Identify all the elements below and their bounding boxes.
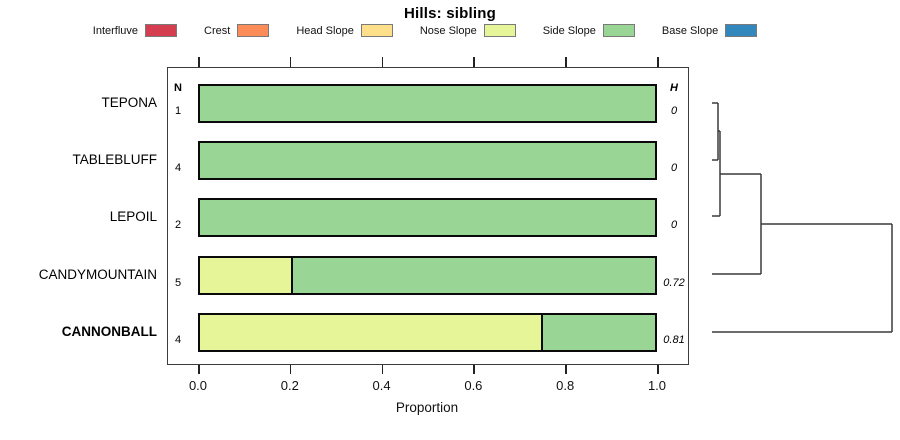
top-axis-tick [289,57,292,67]
bar-segment-nose-slope [200,258,291,293]
legend-item-crest: Crest [204,24,270,37]
h-value: 0 [670,162,678,174]
row-label-candymountain: CANDYMOUNTAIN [38,266,157,282]
bottom-axis-tick [473,365,475,374]
top-axis-tick [381,57,384,67]
plot-area-border [167,67,689,365]
legend-swatch [602,24,635,37]
n-value: 4 [174,334,182,346]
legend-label: Head Slope [296,24,354,37]
legend-label: Base Slope [661,24,719,37]
legend-swatch [725,24,758,37]
legend-item-side-slope: Side Slope [543,24,635,37]
h-value: 0.72 [663,277,685,289]
chart-title: Hills: sibling [404,5,496,22]
bar-segment-side-slope [200,200,655,235]
n-value: 5 [174,277,182,289]
bar-segment-side-slope [200,86,655,121]
legend-item-nose-slope: Nose Slope [420,24,516,37]
top-axis-tick [198,57,200,67]
row-label-lepoil: LEPOIL [109,208,157,224]
row-label-tepona: TEPONA [101,94,157,110]
h-column-header: H [670,82,678,94]
stacked-bar-cannonball [198,313,657,352]
legend-swatch [237,24,270,37]
x-axis-label: Proportion [395,400,459,415]
bar-segment-side-slope [291,258,655,293]
bar-segment-side-slope [200,143,655,178]
x-tick-label: 0.2 [280,378,299,393]
top-axis-tick [473,57,475,67]
h-value: 0 [670,105,678,117]
top-axis-tick [657,57,659,67]
x-tick-label: 1.0 [647,378,667,393]
h-value: 0.81 [663,334,685,346]
bar-segment-side-slope [541,315,655,350]
x-tick-label: 0.0 [188,378,208,393]
legend-swatch [145,24,178,37]
stacked-bar-tablebluff [198,141,657,180]
bottom-axis-tick [381,365,384,374]
legend-label: Nose Slope [419,24,477,37]
legend: Interfluve Crest Head Slope Nose Slope Side … [0,24,850,37]
row-label-cannonball: CANNONBALL [61,323,157,339]
legend-swatch [360,24,393,37]
legend-item-head-slope: Head Slope [296,24,393,37]
x-tick-label: 0.8 [556,378,575,393]
n-value: 1 [174,105,182,117]
bottom-axis-tick [565,365,567,374]
n-value: 2 [174,219,182,231]
row-label-tablebluff: TABLEBLUFF [72,151,157,167]
stacked-bar-tepona [198,84,657,123]
stacked-bar-candymountain [198,256,657,295]
top-axis-tick [565,57,567,67]
bottom-axis-tick [198,365,200,374]
legend-item-interfluve: Interfluve [92,24,178,37]
stacked-bar-lepoil [198,198,657,237]
n-column-header: N [174,82,182,94]
n-value: 4 [174,162,182,174]
bottom-axis-tick [657,365,659,374]
legend-label: Side Slope [542,24,596,37]
x-tick-label: 0.6 [464,378,483,393]
x-tick-label: 0.4 [372,378,391,393]
bottom-axis-tick [289,365,292,374]
legend-label: Interfluve [92,24,139,37]
legend-label: Crest [204,24,231,37]
h-value: 0 [670,219,678,231]
legend-swatch [483,24,516,37]
bar-segment-nose-slope [200,315,542,350]
legend-item-base-slope: Base Slope [661,24,758,37]
